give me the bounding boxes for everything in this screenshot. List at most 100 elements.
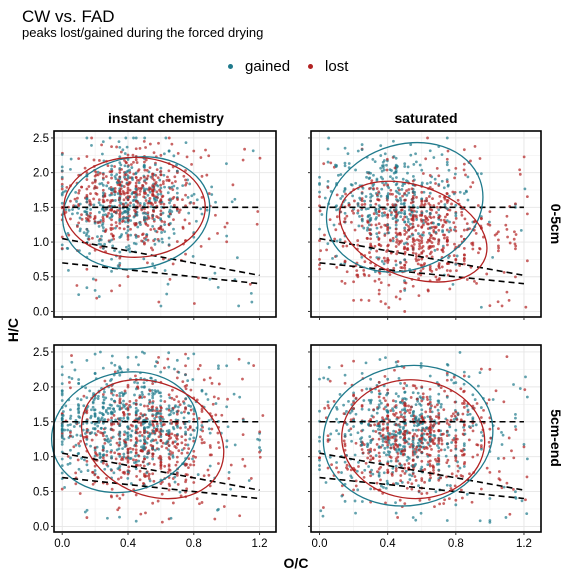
point-lost bbox=[174, 446, 178, 450]
point-gained bbox=[360, 143, 364, 146]
x-tick-label: 0.8 bbox=[186, 538, 202, 550]
point-lost bbox=[60, 487, 64, 491]
point-lost bbox=[153, 201, 157, 204]
point-lost bbox=[167, 482, 171, 486]
point-gained bbox=[386, 192, 390, 195]
point-lost bbox=[173, 175, 177, 179]
point-gained bbox=[428, 149, 432, 153]
point-lost bbox=[330, 463, 333, 466]
point-gained bbox=[158, 178, 162, 182]
point-gained bbox=[134, 187, 138, 191]
point-gained bbox=[159, 304, 163, 308]
point-gained bbox=[366, 207, 370, 211]
point-lost bbox=[389, 409, 393, 413]
point-lost bbox=[427, 460, 430, 464]
point-gained bbox=[479, 439, 483, 442]
point-gained bbox=[347, 399, 350, 403]
point-gained bbox=[371, 157, 375, 161]
point-lost bbox=[388, 273, 392, 277]
point-lost bbox=[426, 222, 429, 226]
point-gained bbox=[199, 428, 203, 432]
point-lost bbox=[237, 357, 241, 361]
point-lost bbox=[129, 163, 133, 166]
point-lost bbox=[100, 143, 103, 147]
point-gained bbox=[458, 190, 462, 194]
point-lost bbox=[497, 244, 500, 248]
point-gained bbox=[326, 377, 330, 381]
point-gained bbox=[497, 457, 500, 460]
point-gained bbox=[250, 300, 254, 304]
point-lost bbox=[60, 247, 64, 250]
point-lost bbox=[375, 481, 379, 485]
point-lost bbox=[467, 438, 471, 442]
point-gained bbox=[477, 384, 480, 388]
point-lost bbox=[434, 458, 437, 461]
point-gained bbox=[394, 501, 397, 505]
point-gained bbox=[118, 250, 122, 254]
point-lost bbox=[405, 189, 408, 193]
point-lost bbox=[188, 426, 192, 430]
point-gained bbox=[85, 396, 89, 400]
point-lost bbox=[434, 275, 438, 279]
point-lost bbox=[369, 237, 373, 241]
point-gained bbox=[409, 213, 413, 217]
point-gained bbox=[237, 304, 241, 308]
point-lost bbox=[192, 201, 196, 205]
point-lost bbox=[184, 204, 187, 208]
point-lost bbox=[69, 434, 72, 438]
point-gained bbox=[478, 519, 482, 523]
point-lost bbox=[122, 185, 126, 188]
point-gained bbox=[348, 411, 352, 415]
point-gained bbox=[452, 418, 456, 421]
point-gained bbox=[132, 203, 136, 207]
point-gained bbox=[152, 218, 156, 221]
point-lost bbox=[200, 195, 204, 199]
point-lost bbox=[416, 262, 420, 266]
point-lost bbox=[148, 389, 152, 393]
point-gained bbox=[329, 190, 333, 193]
point-lost bbox=[445, 418, 449, 422]
point-lost bbox=[187, 457, 191, 460]
point-lost bbox=[445, 180, 449, 184]
point-lost bbox=[342, 220, 346, 224]
point-lost bbox=[459, 449, 463, 453]
point-gained bbox=[321, 514, 325, 518]
point-lost bbox=[376, 470, 379, 474]
point-lost bbox=[192, 449, 196, 453]
point-gained bbox=[140, 385, 144, 389]
point-gained bbox=[337, 432, 341, 436]
point-gained bbox=[403, 258, 407, 262]
point-gained bbox=[132, 401, 136, 405]
point-gained bbox=[111, 244, 115, 248]
point-lost bbox=[423, 480, 426, 484]
point-lost bbox=[229, 463, 233, 467]
point-lost bbox=[411, 196, 415, 200]
point-gained bbox=[101, 207, 105, 211]
point-lost bbox=[126, 275, 130, 278]
point-gained bbox=[354, 412, 358, 416]
point-lost bbox=[462, 148, 466, 152]
point-lost bbox=[335, 447, 338, 450]
point-lost bbox=[216, 231, 219, 235]
point-lost bbox=[420, 190, 424, 194]
point-gained bbox=[428, 398, 432, 401]
point-gained bbox=[134, 411, 138, 415]
point-gained bbox=[104, 396, 108, 400]
point-gained bbox=[233, 443, 237, 447]
point-gained bbox=[381, 214, 384, 218]
legend-label-lost: lost bbox=[325, 58, 349, 75]
point-lost bbox=[70, 354, 73, 357]
point-lost bbox=[382, 183, 386, 187]
point-gained bbox=[369, 377, 373, 381]
point-gained bbox=[327, 366, 331, 369]
point-gained bbox=[134, 193, 138, 196]
point-lost bbox=[367, 299, 371, 302]
point-gained bbox=[343, 434, 347, 438]
point-gained bbox=[115, 448, 119, 452]
point-gained bbox=[382, 471, 386, 475]
point-gained bbox=[186, 356, 190, 360]
point-gained bbox=[445, 160, 449, 164]
point-lost bbox=[386, 215, 390, 219]
point-gained bbox=[78, 202, 82, 206]
point-gained bbox=[386, 482, 390, 485]
